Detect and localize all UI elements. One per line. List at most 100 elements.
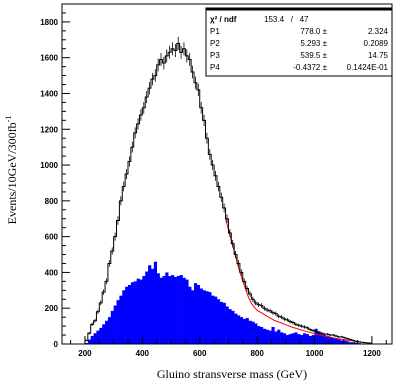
signal-bin xyxy=(334,338,338,344)
signal-bin xyxy=(248,320,252,344)
signal-bin xyxy=(196,284,201,344)
signal-bin xyxy=(274,331,278,344)
signal-bin xyxy=(156,273,160,344)
signal-bin xyxy=(280,332,284,344)
signal-bin xyxy=(208,292,212,344)
signal-fill-histogram xyxy=(84,261,367,344)
signal-bin xyxy=(351,342,355,344)
stats-row-error: 14.75 xyxy=(368,51,389,60)
signal-bin xyxy=(262,328,267,344)
x-axis-title: Gluino stransverse mass (GeV) xyxy=(157,367,307,381)
signal-bin xyxy=(308,335,312,344)
signal-bin xyxy=(234,313,238,344)
signal-bin xyxy=(87,339,91,344)
signal-bin xyxy=(173,276,178,344)
stats-row-name: P3 xyxy=(210,51,220,60)
y-axis-title: Events/10GeV/300fb-1 xyxy=(4,116,19,225)
stats-box-frame xyxy=(205,7,393,77)
signal-bin xyxy=(182,277,186,344)
signal-bin xyxy=(311,335,315,344)
x-tick-label: 800 xyxy=(250,349,264,358)
signal-bin xyxy=(294,332,298,344)
x-tick-label: 600 xyxy=(193,349,207,358)
signal-bin xyxy=(128,284,132,344)
signal-bin xyxy=(214,296,218,344)
signal-bin xyxy=(93,333,97,344)
signal-bin xyxy=(188,286,192,344)
signal-bin xyxy=(119,295,123,344)
y-tick-label: 0 xyxy=(54,340,59,349)
signal-bin xyxy=(260,327,264,344)
signal-bin xyxy=(96,330,100,344)
signal-bin xyxy=(288,334,292,344)
stats-row-value: -0.4372 ± xyxy=(293,63,327,72)
signal-bin xyxy=(159,277,163,344)
signal-bin xyxy=(282,333,287,344)
signal-bin xyxy=(191,290,195,344)
signal-bin xyxy=(320,334,324,344)
signal-bin xyxy=(303,333,307,344)
signal-bin xyxy=(237,315,241,344)
signal-bin xyxy=(153,261,157,344)
signal-bin xyxy=(271,327,275,344)
signal-bin xyxy=(90,335,94,344)
signal-bin xyxy=(346,341,350,344)
signal-bin xyxy=(219,301,223,344)
signal-bin xyxy=(254,323,258,344)
signal-bin xyxy=(125,286,129,344)
signal-bin xyxy=(107,317,112,344)
signal-bin xyxy=(242,318,246,344)
signal-bin xyxy=(340,340,344,344)
signal-bin xyxy=(116,300,120,344)
signal-bin xyxy=(225,306,229,344)
signal-bin xyxy=(216,299,221,344)
signal-bin xyxy=(211,295,215,344)
y-tick-label: 600 xyxy=(45,233,59,242)
axis-ticks xyxy=(62,3,387,345)
signal-bin xyxy=(317,331,321,344)
signal-bin xyxy=(205,291,209,344)
signal-bin xyxy=(102,324,106,344)
stats-row-name: P4 xyxy=(210,63,220,72)
y-tick-label: 1000 xyxy=(40,161,58,170)
signal-bin xyxy=(133,281,137,344)
signal-bin xyxy=(105,320,109,344)
stats-row-name: P2 xyxy=(210,39,220,48)
stats-row-name: P1 xyxy=(210,27,220,36)
y-axis-title-base: Events/10GeV/300fb xyxy=(5,122,19,224)
signal-bin xyxy=(168,276,172,344)
signal-bin xyxy=(185,279,189,344)
signal-bin xyxy=(239,317,244,344)
signal-bin xyxy=(291,333,295,344)
signal-bin xyxy=(162,276,166,344)
signal-bin xyxy=(305,334,310,344)
y-tick-label: 1800 xyxy=(40,18,58,27)
signal-bin xyxy=(142,276,146,344)
y-tick-label: 1600 xyxy=(40,54,58,63)
stats-header-label: χ² / ndf xyxy=(210,15,237,24)
signal-bin xyxy=(179,275,183,344)
stats-row-value: 778.0 ± xyxy=(300,27,327,36)
y-tick-labels: 0 200 400 600 800 1000 1200 1400 1600 1800 xyxy=(40,18,58,349)
y-tick-label: 200 xyxy=(45,304,59,313)
stats-row-value: 539.5 ± xyxy=(300,51,327,60)
signal-bin xyxy=(326,335,330,344)
signal-bin xyxy=(171,275,175,344)
signal-bin xyxy=(122,290,126,344)
signal-bin xyxy=(348,342,353,344)
signal-bin xyxy=(277,329,281,344)
x-tick-label: 1200 xyxy=(363,349,381,358)
signal-bin xyxy=(99,327,103,344)
signal-bin xyxy=(285,335,289,344)
signal-bin xyxy=(113,305,117,344)
stats-row-value: 5.293 ± xyxy=(300,39,327,48)
signal-bin xyxy=(331,337,335,344)
signal-bin xyxy=(199,288,203,344)
signal-bin xyxy=(343,340,347,344)
x-tick-label: 400 xyxy=(136,349,150,358)
signal-bin xyxy=(136,278,140,344)
y-tick-label: 1400 xyxy=(40,89,58,98)
signal-bin xyxy=(130,282,135,344)
signal-bin xyxy=(222,302,226,344)
